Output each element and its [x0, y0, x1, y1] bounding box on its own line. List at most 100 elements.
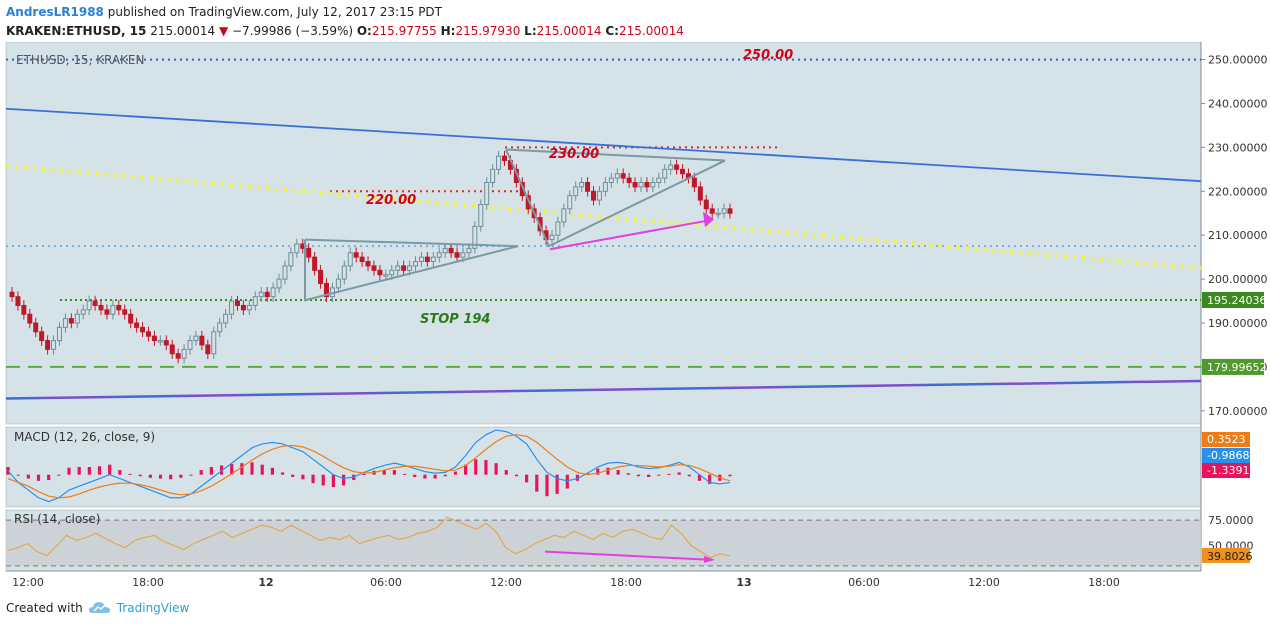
macd-histogram-bar [647, 474, 651, 477]
open-value: 215.97755 [371, 24, 437, 38]
candle [442, 247, 448, 254]
candle [703, 199, 709, 210]
macd-histogram-bar [240, 463, 244, 475]
macd-histogram-bar [728, 474, 732, 477]
low-label: L: [524, 24, 537, 38]
candle [674, 164, 680, 170]
candle [98, 304, 104, 311]
x-tick-label: 06:00 [370, 576, 402, 589]
candle [721, 208, 727, 214]
candle [318, 269, 324, 284]
candle [638, 182, 644, 188]
candle [157, 340, 163, 343]
macd-value-label: -1.3391 [1207, 464, 1249, 477]
macd-histogram-bar [382, 470, 386, 475]
candle [608, 177, 614, 184]
macd-histogram-bar [413, 474, 417, 477]
candle [335, 278, 341, 289]
candle [561, 208, 567, 223]
macd-histogram-bar [575, 474, 580, 481]
candle [187, 340, 193, 350]
candle [110, 304, 116, 315]
candle [15, 296, 21, 306]
candle [650, 182, 656, 188]
candle [484, 182, 490, 205]
candle [45, 340, 51, 350]
macd-histogram-bar [392, 470, 397, 475]
macd-histogram-bar [16, 474, 20, 476]
candle [217, 322, 223, 333]
candle [389, 269, 395, 276]
x-tick-label: 06:00 [848, 576, 880, 589]
candle [567, 195, 573, 210]
macd-histogram-bar [636, 474, 641, 477]
macd-histogram-bar [311, 474, 315, 484]
candle [377, 269, 383, 276]
candle [359, 256, 365, 263]
candle [591, 190, 597, 201]
close-label: C: [605, 24, 619, 38]
macd-histogram-bar [616, 470, 620, 475]
created-with-text: Created with [6, 601, 83, 615]
yellow-dotted-line [5, 163, 1202, 271]
candle [715, 212, 721, 216]
macd-histogram-bar [280, 472, 285, 475]
macd-histogram-bar [230, 463, 234, 475]
macd-histogram-bar [606, 467, 610, 475]
candle [407, 265, 413, 271]
candle [585, 182, 591, 192]
candle [175, 353, 181, 359]
chart-area[interactable]: 250.00000 240.00000 230.00000 220.00000 210.… [0, 42, 1270, 597]
candle [163, 340, 169, 346]
chart-title: ETHUSD, 15, KRAKEN [16, 53, 144, 67]
candle [727, 208, 733, 214]
candle [430, 256, 436, 263]
candle [680, 168, 686, 175]
candle [549, 234, 555, 241]
macd-histogram-bar [138, 474, 142, 477]
publish-line: AndresLR1988 published on TradingView.co… [6, 3, 684, 22]
candle [211, 331, 217, 355]
candle [401, 265, 407, 271]
author-link[interactable]: AndresLR1988 [6, 5, 104, 19]
macd-histogram-bar [697, 474, 702, 481]
macd-histogram-bar [97, 466, 102, 475]
candle [27, 313, 33, 324]
tradingview-logo[interactable]: TradingView [88, 601, 189, 615]
candle [413, 261, 419, 267]
rsi-arrow-head [704, 555, 715, 563]
tradingview-cloud-icon [88, 602, 110, 613]
macd-histogram-bar [291, 474, 295, 477]
macd-histogram-bar [484, 460, 488, 475]
candle [288, 252, 294, 267]
candle [116, 304, 122, 311]
candle [306, 247, 312, 258]
macd-histogram-bar [270, 467, 274, 475]
macd-line [7, 429, 731, 503]
triangle-pattern-2 [505, 148, 726, 248]
candle [151, 335, 157, 342]
macd-histogram-bar [321, 474, 325, 486]
candle [246, 304, 252, 311]
macd-histogram-bar [504, 470, 508, 475]
x-tick-label: 12:00 [12, 576, 44, 589]
candle [140, 326, 146, 333]
candle [614, 173, 620, 179]
candle [347, 252, 353, 267]
macd-histogram-bar [586, 473, 590, 475]
macd-histogram-bar [708, 474, 712, 484]
y-tick-label: 240.00000 [1208, 97, 1268, 110]
macd-histogram-bar [87, 467, 91, 475]
macd-histogram-bar [199, 470, 203, 475]
candle [596, 190, 602, 201]
signal-line [7, 434, 731, 499]
candle [240, 304, 246, 311]
macd-histogram-bar [148, 474, 152, 478]
candle [312, 256, 318, 271]
candle [68, 318, 74, 324]
price-panel [5, 42, 1202, 425]
macd-histogram-bar [219, 465, 224, 475]
y-tick-label: 210.00000 [1208, 229, 1268, 242]
macd-histogram-bar [453, 471, 458, 475]
footer: Created with TradingView [6, 601, 189, 615]
